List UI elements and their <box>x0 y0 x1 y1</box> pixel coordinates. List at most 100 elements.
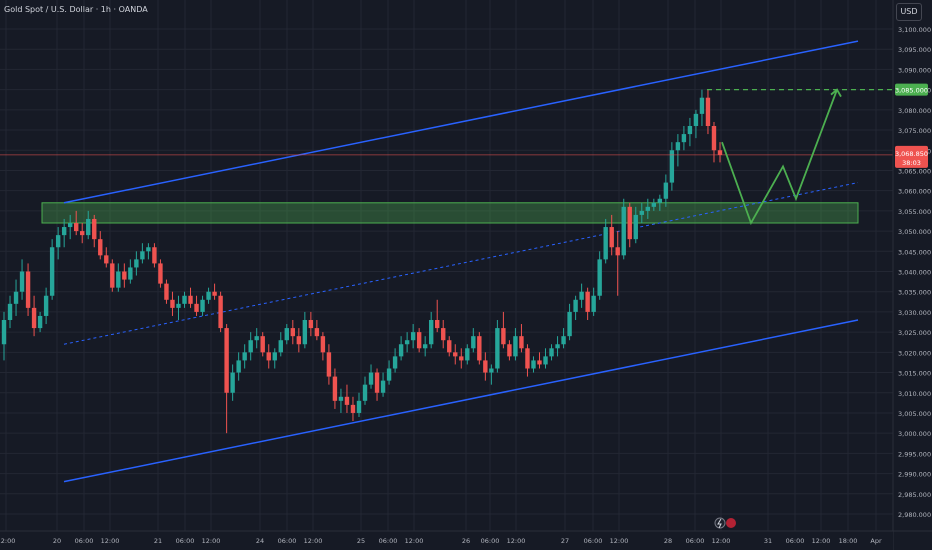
candle-body <box>519 336 524 349</box>
candle-body <box>254 336 259 341</box>
candle <box>290 320 296 345</box>
candle <box>230 364 235 401</box>
candle-body <box>573 299 578 312</box>
candle-body <box>49 247 55 296</box>
candle <box>579 283 584 308</box>
candle <box>1 311 7 361</box>
candle-body <box>182 295 187 304</box>
candle <box>194 295 199 316</box>
candle <box>43 287 49 325</box>
candle-body <box>621 206 626 256</box>
candle <box>134 251 139 276</box>
candle <box>278 332 283 357</box>
candle <box>609 214 614 256</box>
time-tick-label: 12:00 <box>304 537 323 545</box>
time-axis[interactable]: 12:00 20 06:00 12:00 21 06:00 12:00 24 06:00 12:0… <box>0 517 882 545</box>
price-tick-label: 3,045.000 <box>898 248 931 256</box>
candle <box>639 202 644 223</box>
candle-body <box>110 263 115 288</box>
candle <box>447 336 452 357</box>
candle-body <box>67 223 73 228</box>
candle-body <box>37 315 43 329</box>
candle <box>489 364 494 385</box>
currency-button[interactable]: USD <box>896 3 922 21</box>
candle <box>675 134 681 167</box>
candle-body <box>74 223 79 232</box>
candle <box>13 279 19 316</box>
candle <box>663 174 669 207</box>
candle-body <box>398 344 404 357</box>
candle-body <box>236 360 241 373</box>
candle-body <box>441 328 446 341</box>
time-tick-label: 12:00 <box>812 537 831 545</box>
candle-body <box>501 328 506 345</box>
candle-body <box>687 126 693 135</box>
time-tick-label: 26 <box>462 537 470 545</box>
candle <box>302 311 308 349</box>
candle-body <box>428 320 434 345</box>
price-tick-label: 3,020.000 <box>898 349 931 357</box>
candle-body <box>242 352 247 361</box>
candle <box>669 142 675 191</box>
candle-body <box>459 356 464 361</box>
candle-body <box>699 97 705 114</box>
candle-body <box>597 259 602 296</box>
candle-body <box>386 368 392 381</box>
price-tick-label: 3,010.000 <box>898 390 931 398</box>
time-tick-label: 25 <box>357 537 365 545</box>
candle <box>19 259 25 300</box>
candle-body <box>104 255 109 264</box>
price-tick-label: 3,000.000 <box>898 430 931 438</box>
price-tick-label: 2,995.000 <box>898 450 931 458</box>
candle-body <box>591 295 596 312</box>
candle <box>74 210 79 236</box>
candle <box>555 336 560 357</box>
candle-body <box>116 271 121 288</box>
candle-body <box>477 336 482 361</box>
candle-body <box>633 214 638 240</box>
candle-body <box>86 218 91 236</box>
candle-body <box>25 271 31 308</box>
candle <box>416 328 422 353</box>
candle-body <box>705 97 711 126</box>
plot-background <box>0 0 893 531</box>
candle <box>410 324 416 349</box>
candle-body <box>609 227 614 248</box>
time-tick-label: Apr <box>870 537 882 545</box>
time-tick-label: 12:00 <box>0 537 15 545</box>
candle-body <box>176 303 181 308</box>
price-tick-label: 3,075.000 <box>898 127 931 135</box>
candle-body <box>296 336 302 345</box>
candle <box>55 227 61 260</box>
price-tick-label: 3,025.000 <box>898 329 931 337</box>
resistance-zone[interactable] <box>41 202 859 224</box>
candle-body <box>615 247 620 256</box>
candle <box>308 311 314 337</box>
candle-body <box>164 283 169 300</box>
lightning-icon-glyph <box>717 518 722 529</box>
current-price-badge <box>895 145 928 168</box>
price-tick-label: 3,090.000 <box>898 66 931 74</box>
price-tick-label: 3,080.000 <box>898 107 931 115</box>
price-channel[interactable] <box>63 40 859 483</box>
candle <box>687 117 693 147</box>
projection-path[interactable] <box>707 88 893 226</box>
candle-body <box>308 320 314 329</box>
candle-body <box>404 340 410 345</box>
candle-body <box>80 231 85 236</box>
price-tick-label: 2,990.000 <box>898 471 931 479</box>
candle <box>92 214 97 248</box>
candle <box>621 198 626 260</box>
candle-body <box>483 360 488 373</box>
candle-body <box>435 320 440 329</box>
candle-body <box>55 235 61 248</box>
time-tick-label: 28 <box>664 537 672 545</box>
candle-body <box>392 356 398 369</box>
candle-body <box>537 360 542 365</box>
candle-body <box>200 299 205 312</box>
candle <box>597 251 602 300</box>
candle-body <box>627 206 632 240</box>
time-tick-label: 20 <box>53 537 61 545</box>
candle <box>236 352 241 381</box>
